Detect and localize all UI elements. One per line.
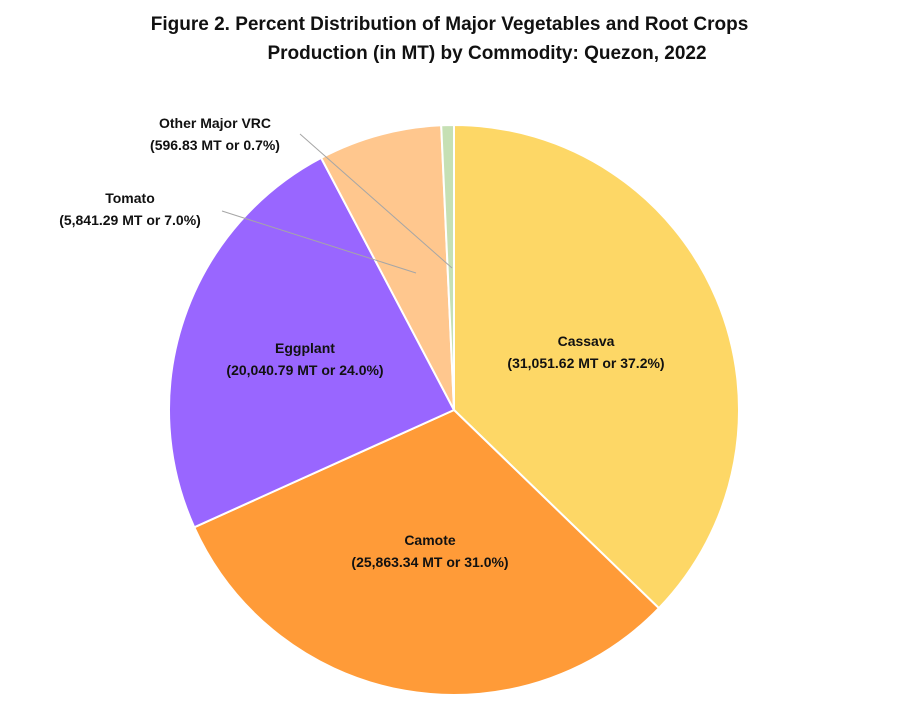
pie-slice-other-major-vrc <box>440 123 455 411</box>
slice-value-cassava: (31,051.62 MT or 37.2%) <box>507 355 664 371</box>
slice-value-camote: (25,863.34 MT or 31.0%) <box>351 554 508 570</box>
pie-slices <box>168 123 740 696</box>
leader-line-other-major-vrc <box>299 133 453 269</box>
slice-labels: Cassava (31,051.62 MT or 37.2%) Camote (25,… <box>59 115 664 570</box>
slice-value-other-major-vrc: (596.83 MT or 0.7%) <box>150 137 280 153</box>
slice-name-camote: Camote <box>404 532 456 548</box>
leader-line-tomato <box>221 210 417 274</box>
chart-title-line1: Figure 2. Percent Distribution of Major … <box>150 14 749 35</box>
pie-slice-eggplant <box>168 156 456 529</box>
slice-name-other-major-vrc: Other Major VRC <box>159 115 271 131</box>
slice-value-tomato: (5,841.29 MT or 7.0%) <box>59 212 201 228</box>
leader-lines <box>221 133 453 274</box>
pie-slice-tomato <box>319 124 455 411</box>
pie-slice-cassava <box>453 123 740 610</box>
pie-slice-camote <box>192 408 661 696</box>
slice-name-eggplant: Eggplant <box>275 340 335 356</box>
chart-title-line2: Production (in MT) by Commodity: Quezon,… <box>267 43 707 64</box>
chart-title: Figure 2. Percent Distribution of Major … <box>0 10 904 68</box>
slice-name-cassava: Cassava <box>558 333 615 349</box>
slice-value-eggplant: (20,040.79 MT or 24.0%) <box>226 362 383 378</box>
slice-name-tomato: Tomato <box>105 190 155 206</box>
